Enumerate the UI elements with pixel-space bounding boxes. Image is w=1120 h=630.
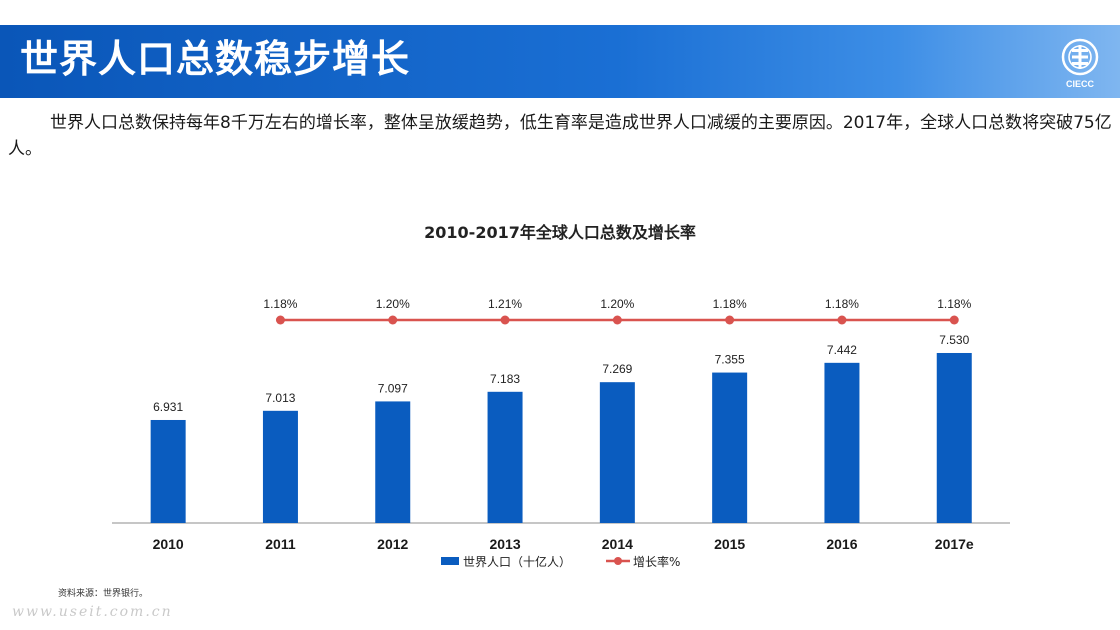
bar-2016 — [824, 362, 860, 523]
slide-title: 世界人口总数稳步增长 — [20, 37, 411, 81]
source-note: 资料来源：世界银行。 — [58, 589, 149, 599]
legend-line-label: 增长率% — [633, 554, 680, 569]
bar-label-2015: 7.355 — [715, 353, 745, 367]
rate-label-2015: 1.18% — [713, 297, 747, 311]
x-tick-2011: 2011 — [265, 536, 296, 552]
bar-label-2012: 7.097 — [378, 381, 408, 395]
bar-2011 — [262, 410, 298, 523]
x-tick-2012: 2012 — [377, 536, 408, 552]
x-tick-2010: 2010 — [153, 536, 184, 552]
bar-2013 — [487, 391, 523, 523]
rate-label-2012: 1.20% — [376, 297, 410, 311]
bar-label-2016: 7.442 — [827, 343, 857, 357]
rate-label-2016: 1.18% — [825, 297, 859, 311]
bar-label-2013: 7.183 — [490, 372, 520, 386]
x-tick-2013: 2013 — [489, 536, 520, 552]
logo-text: CIECC — [1066, 79, 1095, 89]
bar-2015 — [712, 372, 748, 523]
bar-2012 — [375, 401, 411, 523]
rate-label-2014: 1.20% — [600, 297, 634, 311]
watermark-text: www.useit.com.cn — [12, 604, 173, 620]
bar-2010 — [150, 419, 186, 523]
legend-line-marker — [614, 557, 622, 565]
rate-point-2013 — [500, 315, 510, 325]
rate-point-2011 — [275, 315, 285, 325]
x-tick-2017e: 2017e — [935, 536, 974, 552]
legend-bar-swatch — [441, 557, 459, 565]
rate-label-2013: 1.21% — [488, 297, 522, 311]
x-tick-2016: 2016 — [826, 536, 857, 552]
rate-point-2015 — [725, 315, 735, 325]
legend-bar-label: 世界人口（十亿人） — [463, 554, 571, 569]
rate-label-2011: 1.18% — [263, 297, 297, 311]
bar-label-2014: 7.269 — [602, 362, 632, 376]
ciecc-logo-icon: CIECC — [1061, 38, 1099, 89]
rate-point-2017e — [949, 315, 959, 325]
bar-label-2010: 6.931 — [153, 400, 183, 414]
bar-2014 — [599, 382, 635, 523]
x-tick-2014: 2014 — [602, 536, 633, 552]
intro-text: 世界人口总数保持每年8千万左右的增长率，整体呈放缓趋势，低生育率是造成世界人口减… — [8, 113, 1112, 159]
rate-point-2016 — [837, 315, 847, 325]
rate-point-2014 — [612, 315, 622, 325]
rate-label-2017e: 1.18% — [937, 297, 971, 311]
rate-point-2012 — [388, 315, 398, 325]
bar-label-2017e: 7.530 — [939, 333, 969, 347]
bar-label-2011: 7.013 — [265, 391, 295, 405]
title-banner: 世界人口总数稳步增长 CIECC — [0, 25, 1120, 98]
bar-2017e — [936, 352, 972, 523]
x-tick-2015: 2015 — [714, 536, 745, 552]
chart-title: 2010-2017年全球人口总数及增长率 — [424, 223, 696, 242]
